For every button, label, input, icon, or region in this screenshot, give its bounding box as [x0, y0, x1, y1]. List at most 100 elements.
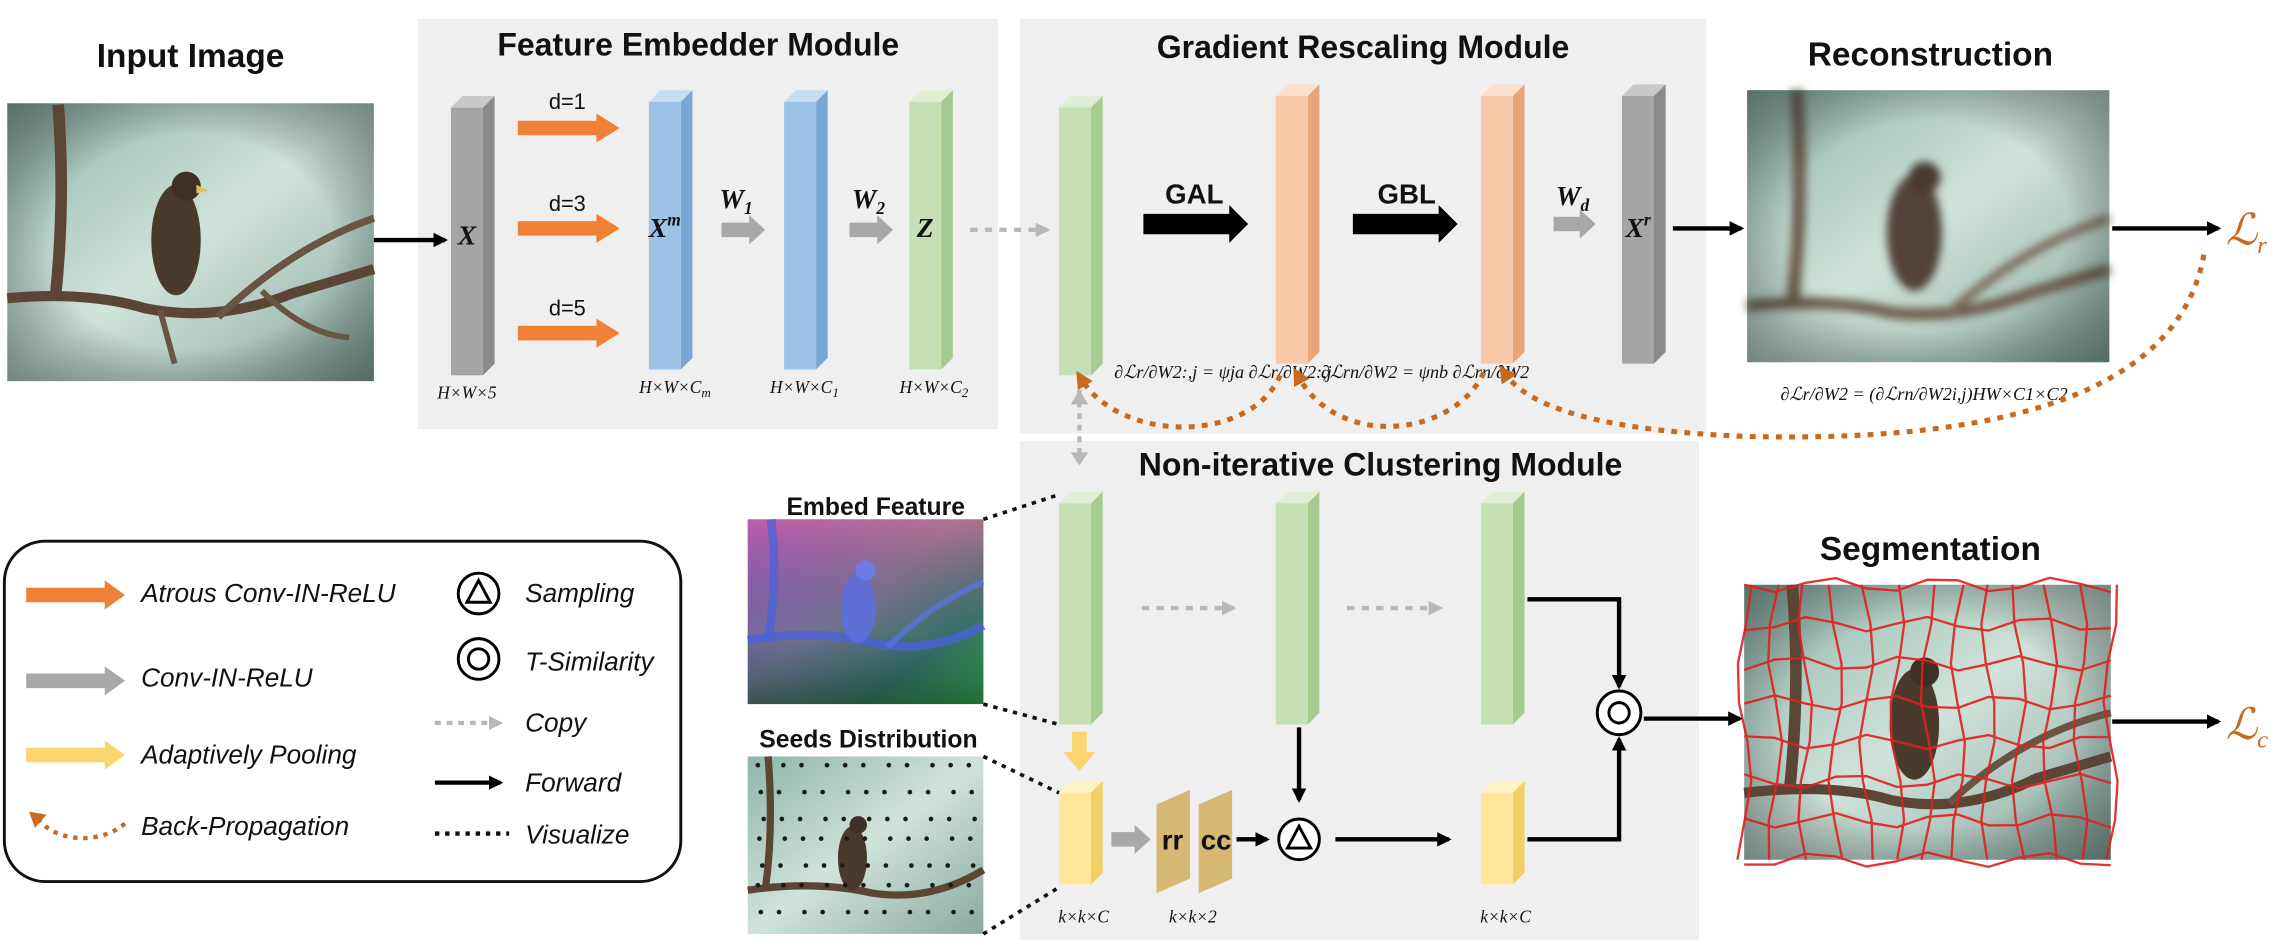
- wd-arrow: [1553, 209, 1596, 239]
- dim-h1: H×W×C1: [769, 377, 839, 400]
- x-label: X: [457, 219, 477, 250]
- seed-dot: [778, 863, 783, 868]
- seed-dot: [797, 816, 803, 822]
- seed-dot: [967, 836, 973, 841]
- seed-dot: [842, 882, 848, 888]
- superpixel-boundary: [2010, 584, 2028, 860]
- conv-arrow-seeds: [1111, 824, 1151, 854]
- loss-lr: ℒr: [2226, 206, 2267, 259]
- seed-dot: [776, 909, 782, 915]
- cc-label: cc: [1201, 825, 1232, 856]
- seed-dot: [948, 762, 953, 768]
- seed-dot: [886, 882, 892, 888]
- seed-dot: [927, 863, 932, 868]
- block-c1: [1059, 491, 1103, 725]
- gradient-rescaling-title: Gradient Rescaling Module: [1157, 29, 1570, 65]
- superpixel-boundary: [1858, 584, 1875, 860]
- legend-tsim-icon: [456, 637, 501, 681]
- dim-xm: H×W×Cm: [638, 377, 711, 400]
- superpixel-boundary: [1767, 584, 1784, 860]
- seed-dot: [951, 909, 956, 915]
- superpixel-boundary: [1743, 576, 2112, 594]
- sampling-op: [1277, 817, 1321, 862]
- seed-dot: [841, 816, 847, 822]
- seed-dot: [845, 909, 851, 915]
- seed-dot: [945, 863, 951, 868]
- equation-gbl: ∂ℒrn/∂W2 = ψnb ∂ℒrn/∂W2: [1321, 362, 1529, 382]
- superpixel-boundary: [1949, 584, 1967, 860]
- superpixel-boundary: [1919, 584, 1936, 860]
- seed-dot: [909, 863, 914, 868]
- seed-dot: [757, 836, 762, 841]
- legend-tsim: T-Similarity: [525, 647, 655, 677]
- seed-dot: [842, 762, 848, 768]
- superpixel-boundary: [1980, 584, 1996, 860]
- superpixel-boundary: [1744, 733, 2111, 751]
- seed-dot: [861, 882, 866, 888]
- z-label: Z: [916, 212, 934, 243]
- seed-dot: [839, 863, 845, 868]
- block-g1: [1059, 96, 1103, 376]
- seed-dot: [823, 816, 828, 822]
- legend-atrous: Atrous Conv-IN-ReLU: [139, 578, 397, 608]
- gbl-arrow: [1352, 205, 1458, 243]
- superpixel-boundary: [2072, 584, 2089, 860]
- equation-full: ∂ℒr/∂W2 = (∂ℒrn/∂W2i,j)HW×C1×C2: [1781, 384, 2068, 405]
- block-rr: [1156, 789, 1190, 894]
- wd-label: Wd: [1556, 180, 1590, 215]
- seed-dot: [863, 909, 869, 915]
- legend-backprop: Back-Propagation: [141, 811, 349, 841]
- block-out: [1480, 781, 1525, 885]
- backprop-curves: [1076, 254, 2207, 440]
- seed-dot: [758, 909, 764, 915]
- dim-x: H×W×5: [436, 383, 497, 403]
- seed-dot: [904, 762, 910, 768]
- visualize-lines: [982, 492, 1060, 936]
- dim-z: H×W×C2: [898, 377, 968, 400]
- seed-dot: [782, 836, 788, 841]
- seed-dot: [758, 789, 764, 795]
- superpixel-boundary: [1743, 654, 2112, 672]
- rr-label: rr: [1162, 825, 1184, 856]
- gal-arrow: [1143, 205, 1249, 243]
- legend-pool-icon: [26, 740, 126, 770]
- copy-arrow-up-head: [1070, 389, 1089, 405]
- superpixel-boundary: [1743, 811, 2112, 829]
- seed-dot: [925, 909, 931, 915]
- w2-label: W2: [852, 183, 886, 218]
- legend: Atrous Conv-IN-ReLU Conv-IN-ReLU Adaptiv…: [2, 539, 683, 884]
- seed-dot: [820, 789, 825, 795]
- seed-dot: [759, 863, 765, 868]
- dilation-5: d=5: [549, 296, 586, 321]
- superpixel-boundary: [1743, 772, 2112, 790]
- seed-dot: [866, 816, 872, 822]
- seed-dot: [886, 762, 892, 768]
- feature-embedder-module-panel: [417, 18, 998, 430]
- dilation-1: d=1: [549, 89, 586, 114]
- superpixel-boundary: [1827, 584, 1844, 860]
- block-xr: [1621, 84, 1666, 364]
- seed-dot: [948, 882, 953, 888]
- block-c3: [1480, 491, 1525, 725]
- seed-dot: [761, 816, 767, 822]
- seed-dot: [803, 863, 809, 868]
- seed-dot: [966, 882, 972, 888]
- superpixel-boundary: [1889, 584, 1906, 860]
- t-similarity-op: [1595, 689, 1643, 737]
- gal-label: GAL: [1165, 179, 1223, 210]
- superpixel-boundary: [1736, 584, 1753, 860]
- seed-dot: [824, 762, 830, 768]
- legend-conv-icon: [26, 666, 126, 696]
- superpixel-boundary: [1796, 584, 1814, 860]
- seed-dot: [776, 789, 782, 795]
- seed-dot: [930, 762, 935, 768]
- block-xm: [648, 90, 693, 370]
- seed-dot: [887, 836, 893, 841]
- superpixel-boundary: [2042, 584, 2059, 860]
- seed-dot: [781, 882, 786, 888]
- seed-dot: [799, 882, 804, 888]
- superpixel-boundary: [2102, 584, 2119, 860]
- legend-sampling-icon: [456, 571, 501, 616]
